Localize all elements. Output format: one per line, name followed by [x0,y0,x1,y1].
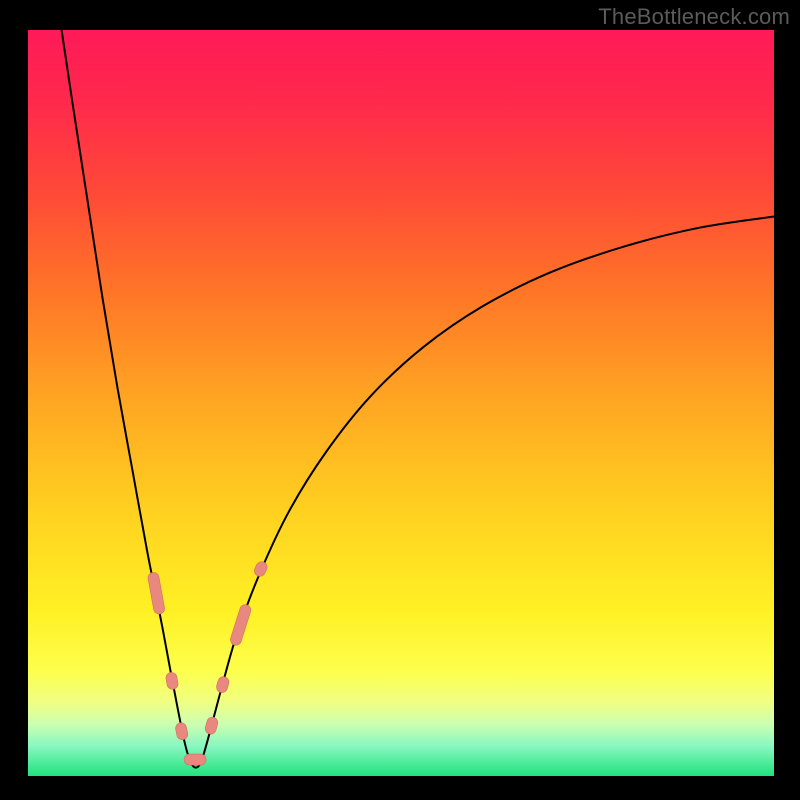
chart-container: TheBottleneck.com [0,0,800,800]
attribution-text: TheBottleneck.com [598,4,790,30]
plot-area [28,30,774,776]
curve-marker [184,754,206,765]
bottleneck-curve-chart [28,30,774,776]
gradient-background [28,30,774,776]
